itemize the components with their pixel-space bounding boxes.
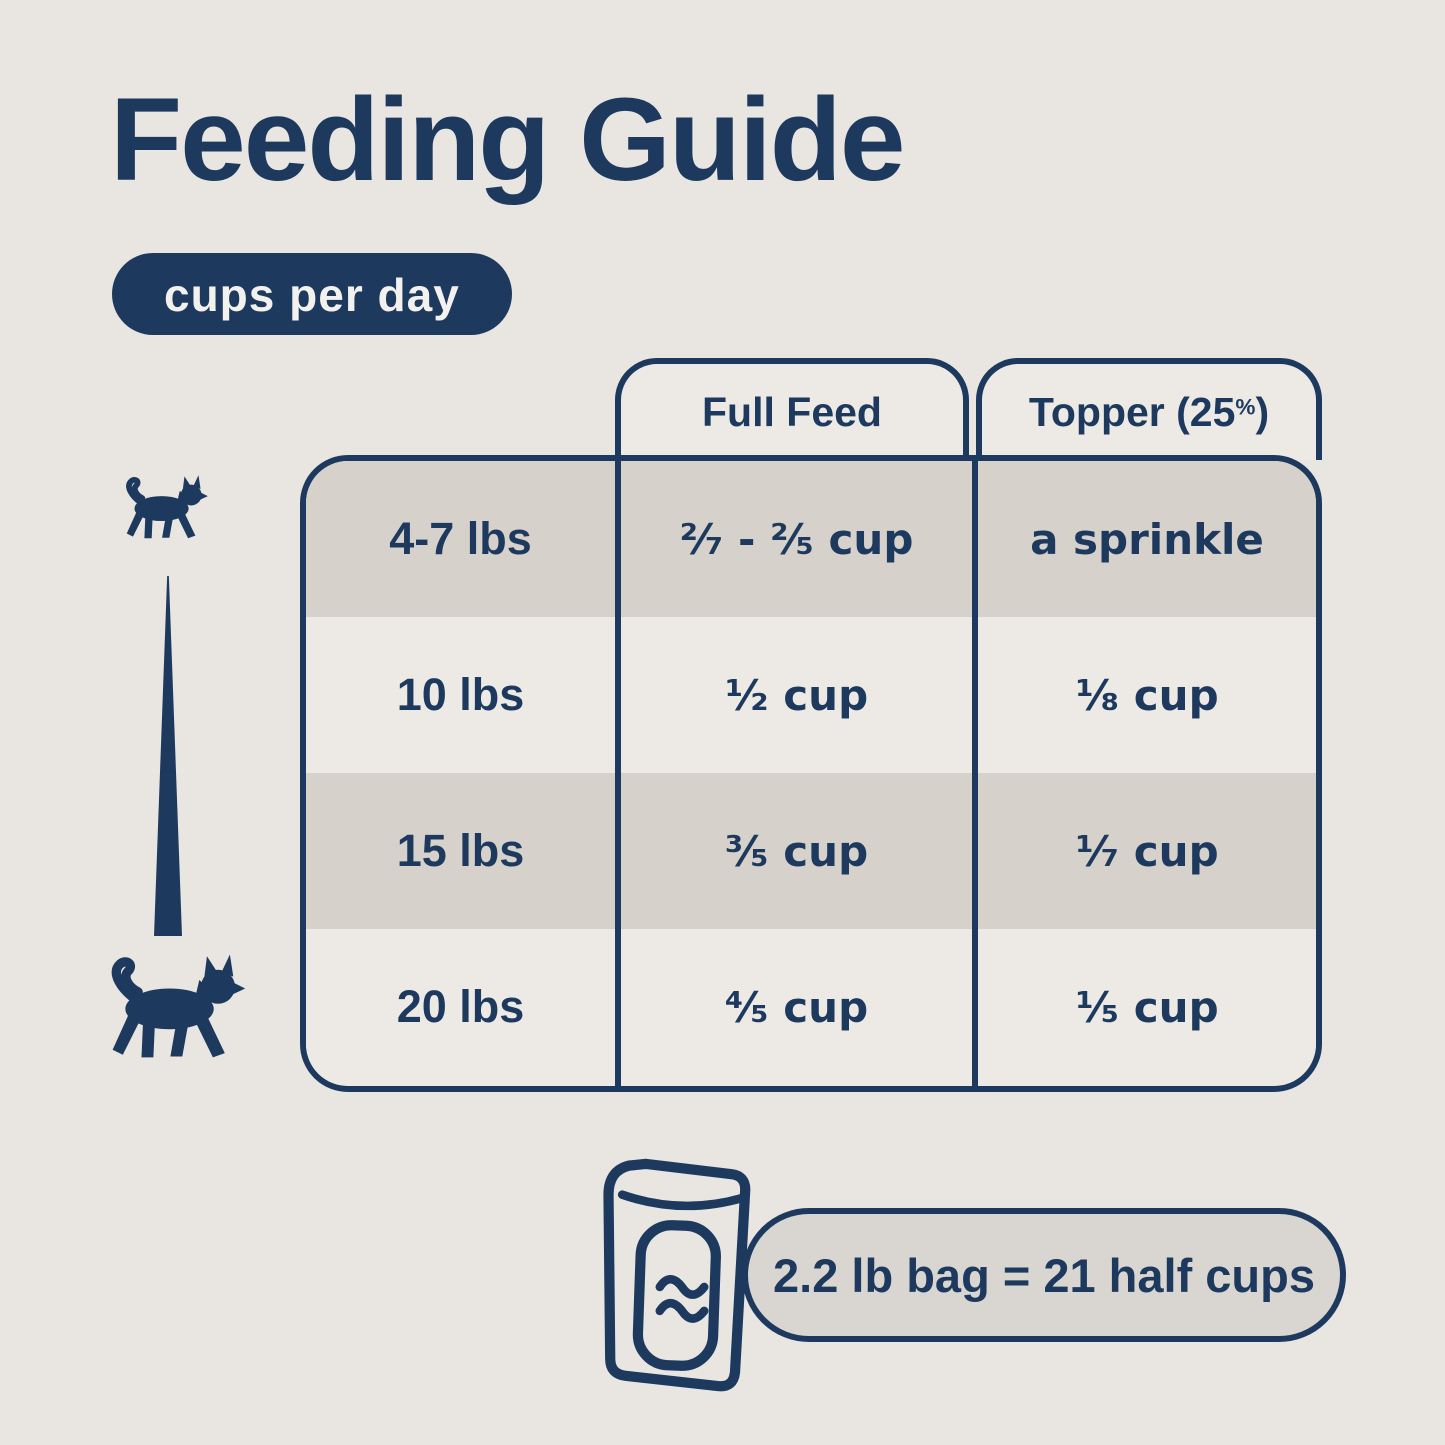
topper-cell: ¹⁄₅ cup xyxy=(1075,982,1219,1032)
column-header-topper: Topper (25%) xyxy=(976,358,1322,460)
column-header-full-feed-label: Full Feed xyxy=(702,388,882,435)
column-divider xyxy=(615,461,621,1086)
full-feed-cell: ⁴⁄₅ cup xyxy=(724,982,869,1032)
table-row: 15 lbs ³⁄₅ cup ¹⁄₇ cup xyxy=(306,773,1316,929)
topper-cell: a sprinkle xyxy=(1030,514,1264,564)
full-feed-cell: ³⁄₅ cup xyxy=(724,826,869,876)
size-scale-taper xyxy=(154,576,182,936)
table-row: 10 lbs ¹⁄₂ cup ¹⁄₈ cup xyxy=(306,617,1316,773)
table-row: 20 lbs ⁴⁄₅ cup ¹⁄₅ cup xyxy=(306,929,1316,1085)
large-cat-icon xyxy=(111,954,246,1058)
weight-cell: 10 lbs xyxy=(396,669,525,720)
weight-cell: 20 lbs xyxy=(396,981,525,1032)
weight-cell: 4-7 lbs xyxy=(389,513,532,564)
column-divider xyxy=(972,461,978,1086)
full-feed-cell: ¹⁄₂ cup xyxy=(724,670,869,720)
feeding-table-rows: 4-7 lbs ²⁄₇ - ²⁄₅ cup a sprinkle 10 lbs … xyxy=(306,461,1316,1086)
column-header-full-feed: Full Feed xyxy=(615,358,969,460)
topper-cell: ¹⁄₈ cup xyxy=(1075,670,1219,720)
column-header-topper-label: Topper (25%) xyxy=(1028,388,1270,435)
bag-yield-pill: 2.2 lb bag = 21 half cups xyxy=(742,1208,1346,1342)
full-feed-cell: ²⁄₇ - ²⁄₅ cup xyxy=(679,514,914,564)
feeding-table: 4-7 lbs ²⁄₇ - ²⁄₅ cup a sprinkle 10 lbs … xyxy=(300,455,1322,1092)
page-title: Feeding Guide xyxy=(110,74,905,206)
table-row: 4-7 lbs ²⁄₇ - ²⁄₅ cup a sprinkle xyxy=(306,461,1316,617)
topper-cell: ¹⁄₇ cup xyxy=(1075,826,1219,876)
weight-cell: 15 lbs xyxy=(396,825,525,876)
bag-yield-note: 2.2 lb bag = 21 half cups xyxy=(773,1248,1315,1302)
small-cat-icon xyxy=(126,475,208,539)
cups-per-day-badge: cups per day xyxy=(112,253,512,335)
percent-superscript: % xyxy=(1235,394,1256,420)
food-bag-icon xyxy=(603,1158,751,1392)
